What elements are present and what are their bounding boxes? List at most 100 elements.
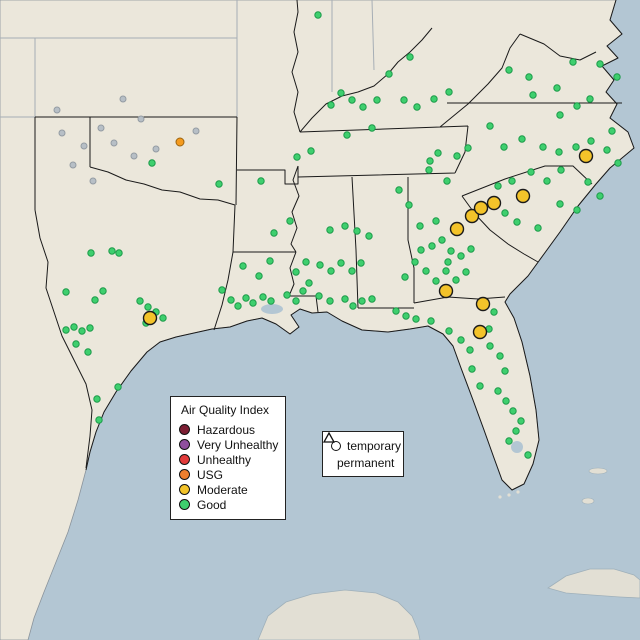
moderate-station-marker (475, 296, 491, 312)
good-station-marker (486, 122, 494, 130)
good-station-marker (349, 302, 357, 310)
good-station-marker (385, 70, 393, 78)
good-station-marker (539, 143, 547, 151)
good-station-marker (326, 226, 334, 234)
good-station-marker (608, 127, 616, 135)
good-station-marker (508, 177, 516, 185)
good-station-marker (292, 268, 300, 276)
good-station-marker (502, 397, 510, 405)
good-station-marker (501, 209, 509, 217)
good-station-marker (326, 297, 334, 305)
good-station-marker (302, 258, 310, 266)
good-station-marker (257, 177, 265, 185)
good-station-marker (402, 312, 410, 320)
legend-label-usg: USG (197, 467, 224, 482)
good-station-marker (305, 279, 313, 287)
markers-layer (53, 11, 622, 459)
good-station-marker (307, 147, 315, 155)
good-station-marker (365, 232, 373, 240)
very-unhealthy-swatch (179, 439, 190, 450)
inactive-station-station-marker (53, 106, 61, 114)
legend-item-temporary: temporary (331, 437, 401, 454)
good-station-marker (529, 91, 537, 99)
good-station-marker (255, 272, 263, 280)
good-station-marker (267, 297, 275, 305)
good-station-marker (400, 96, 408, 104)
good-station-marker (368, 124, 376, 132)
good-station-marker (525, 73, 533, 81)
usg-station-marker (175, 137, 185, 147)
good-station-marker (78, 327, 86, 335)
moderate-station-marker (449, 221, 465, 237)
usg-swatch (179, 469, 190, 480)
good-station-marker (524, 451, 532, 459)
good-station-marker (490, 308, 498, 316)
inactive-station-station-marker (58, 129, 66, 137)
good-station-marker (72, 340, 80, 348)
good-station-marker (348, 267, 356, 275)
good-station-marker (99, 287, 107, 295)
good-station-marker (445, 327, 453, 335)
good-station-marker (373, 96, 381, 104)
good-station-marker (457, 336, 465, 344)
legend-item-usg: USG (179, 467, 275, 482)
good-station-marker (218, 286, 226, 294)
good-station-marker (556, 200, 564, 208)
good-station-marker (603, 146, 611, 154)
good-station-marker (494, 387, 502, 395)
good-station-marker (91, 296, 99, 304)
moderate-station-marker (472, 324, 488, 340)
inactive-station-station-marker (119, 95, 127, 103)
inactive-station-station-marker (152, 145, 160, 153)
legend-item-permanent: permanent (323, 432, 395, 471)
good-station-marker (412, 315, 420, 323)
good-station-marker (556, 111, 564, 119)
good-station-marker (462, 268, 470, 276)
aqi-legend: Air Quality Index Hazardous Very Unhealt… (170, 396, 286, 520)
good-station-marker (486, 342, 494, 350)
bahamas-island-2 (581, 497, 595, 505)
good-station-marker (259, 293, 267, 301)
good-station-marker (242, 294, 250, 302)
good-station-marker (84, 348, 92, 356)
good-station-marker (613, 73, 621, 81)
hazardous-swatch (179, 424, 190, 435)
good-station-marker (159, 314, 167, 322)
good-station-marker (337, 259, 345, 267)
good-station-marker (70, 323, 78, 331)
lake-okeechobee (511, 441, 523, 453)
good-station-marker (432, 277, 440, 285)
good-station-marker (215, 180, 223, 188)
good-station-marker (249, 299, 257, 307)
good-station-marker (95, 416, 103, 424)
good-station-marker (426, 157, 434, 165)
good-station-marker (505, 66, 513, 74)
good-station-marker (427, 317, 435, 325)
good-station-marker (93, 395, 101, 403)
good-station-marker (428, 242, 436, 250)
legend-item-hazardous: Hazardous (179, 422, 275, 437)
good-station-marker (453, 152, 461, 160)
inactive-station-station-marker (130, 152, 138, 160)
station-type-legend: temporary permanent (322, 431, 404, 477)
legend-label-temporary: temporary (347, 438, 402, 453)
good-station-marker (517, 417, 525, 425)
good-station-marker (468, 365, 476, 373)
good-station-marker (148, 159, 156, 167)
good-station-marker (464, 144, 472, 152)
good-station-marker (392, 307, 400, 315)
good-station-marker (292, 297, 300, 305)
moderate-station-marker (438, 283, 454, 299)
good-station-marker (239, 262, 247, 270)
legend-label-very-unhealthy: Very Unhealthy (197, 437, 279, 452)
inactive-station-station-marker (89, 177, 97, 185)
coastline (85, 0, 635, 491)
good-station-marker (293, 153, 301, 161)
legend-label-moderate: Moderate (197, 482, 248, 497)
good-station-marker (359, 103, 367, 111)
good-station-marker (586, 95, 594, 103)
good-station-marker (543, 177, 551, 185)
good-station-marker (501, 367, 509, 375)
good-station-marker (266, 257, 274, 265)
